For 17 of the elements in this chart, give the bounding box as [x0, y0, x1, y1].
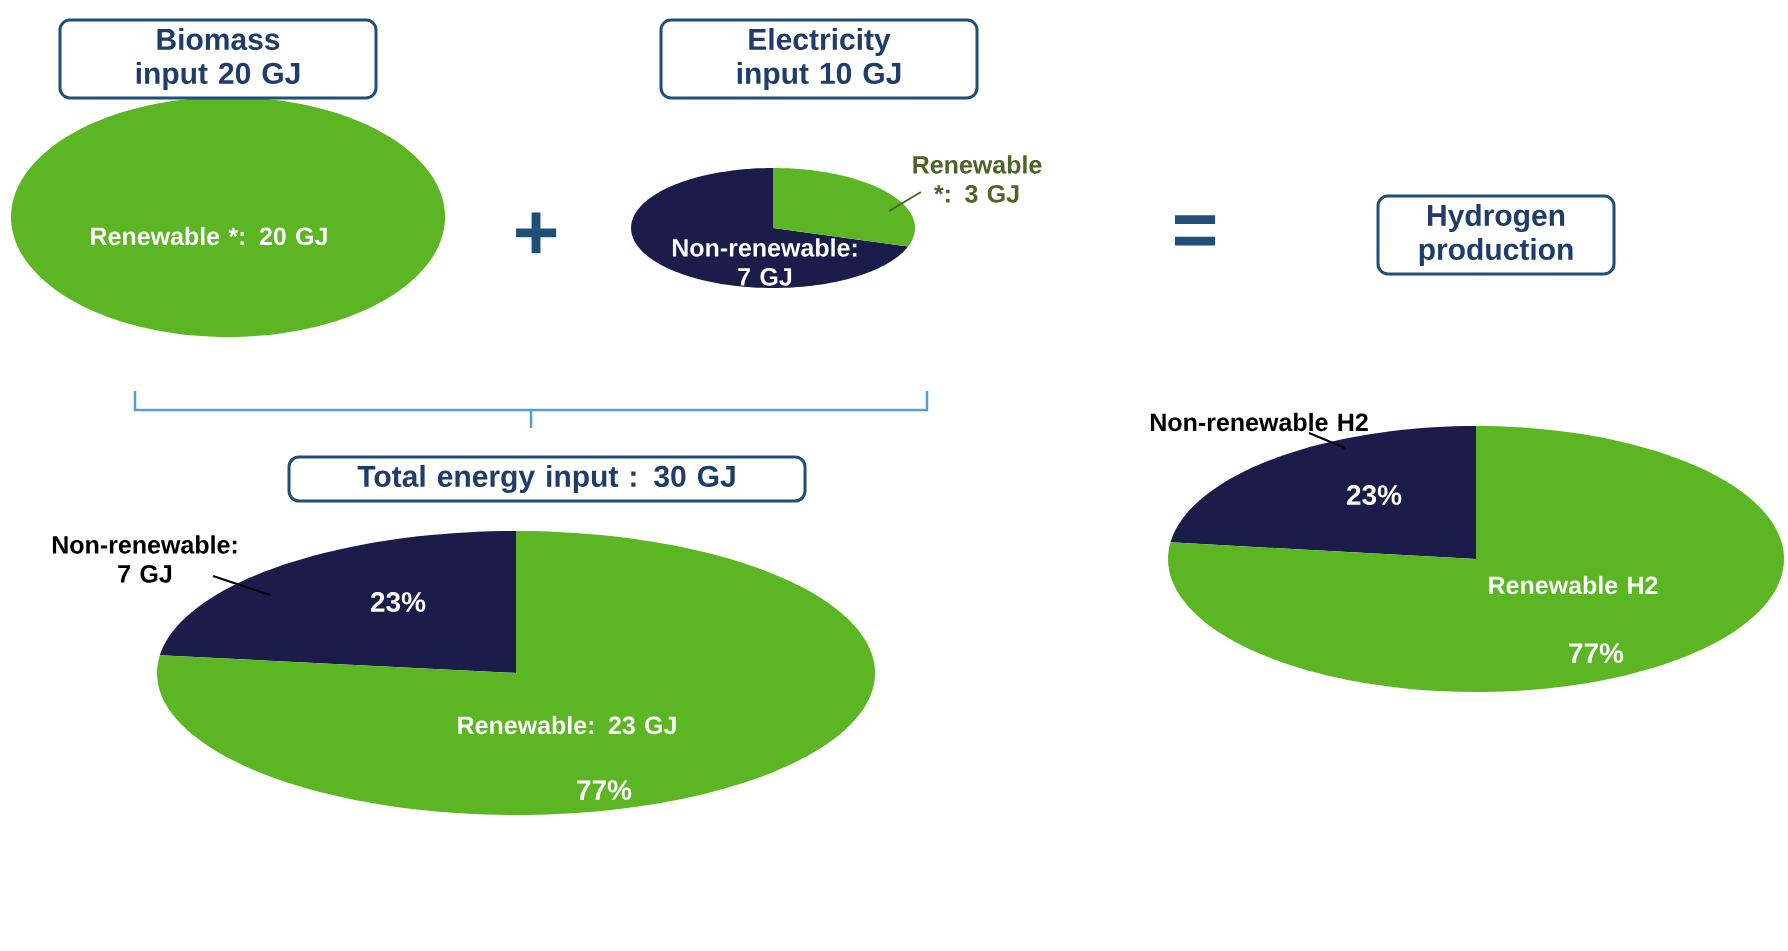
chart-title: Total energy input : 30 GJ	[357, 464, 735, 494]
slice-label: Renewable H2	[1489, 575, 1658, 595]
slice-label: Non-renewable: 7 GJ	[672, 238, 857, 286]
data-label: 77%	[1569, 643, 1624, 663]
slice-label: Renewable *: 3 GJ	[913, 155, 1042, 203]
chart-title: Biomass input 20 GJ	[136, 28, 300, 90]
chart-title: Hydrogen production	[1419, 204, 1573, 266]
data-label: 77%	[577, 780, 632, 800]
slice-label: Non-renewable: 7 GJ	[52, 535, 237, 583]
text: +	[516, 212, 557, 254]
slice-label: Non-renewable H2	[1150, 412, 1368, 432]
slice-label: Renewable *: 20 GJ	[91, 226, 327, 246]
text: =	[1174, 215, 1216, 246]
chart-title: Electricity input 10 GJ	[737, 28, 901, 90]
data-label: 23%	[370, 592, 426, 612]
slice-label: Renewable: 23 GJ	[458, 715, 676, 735]
data-label: 23%	[1346, 485, 1402, 505]
